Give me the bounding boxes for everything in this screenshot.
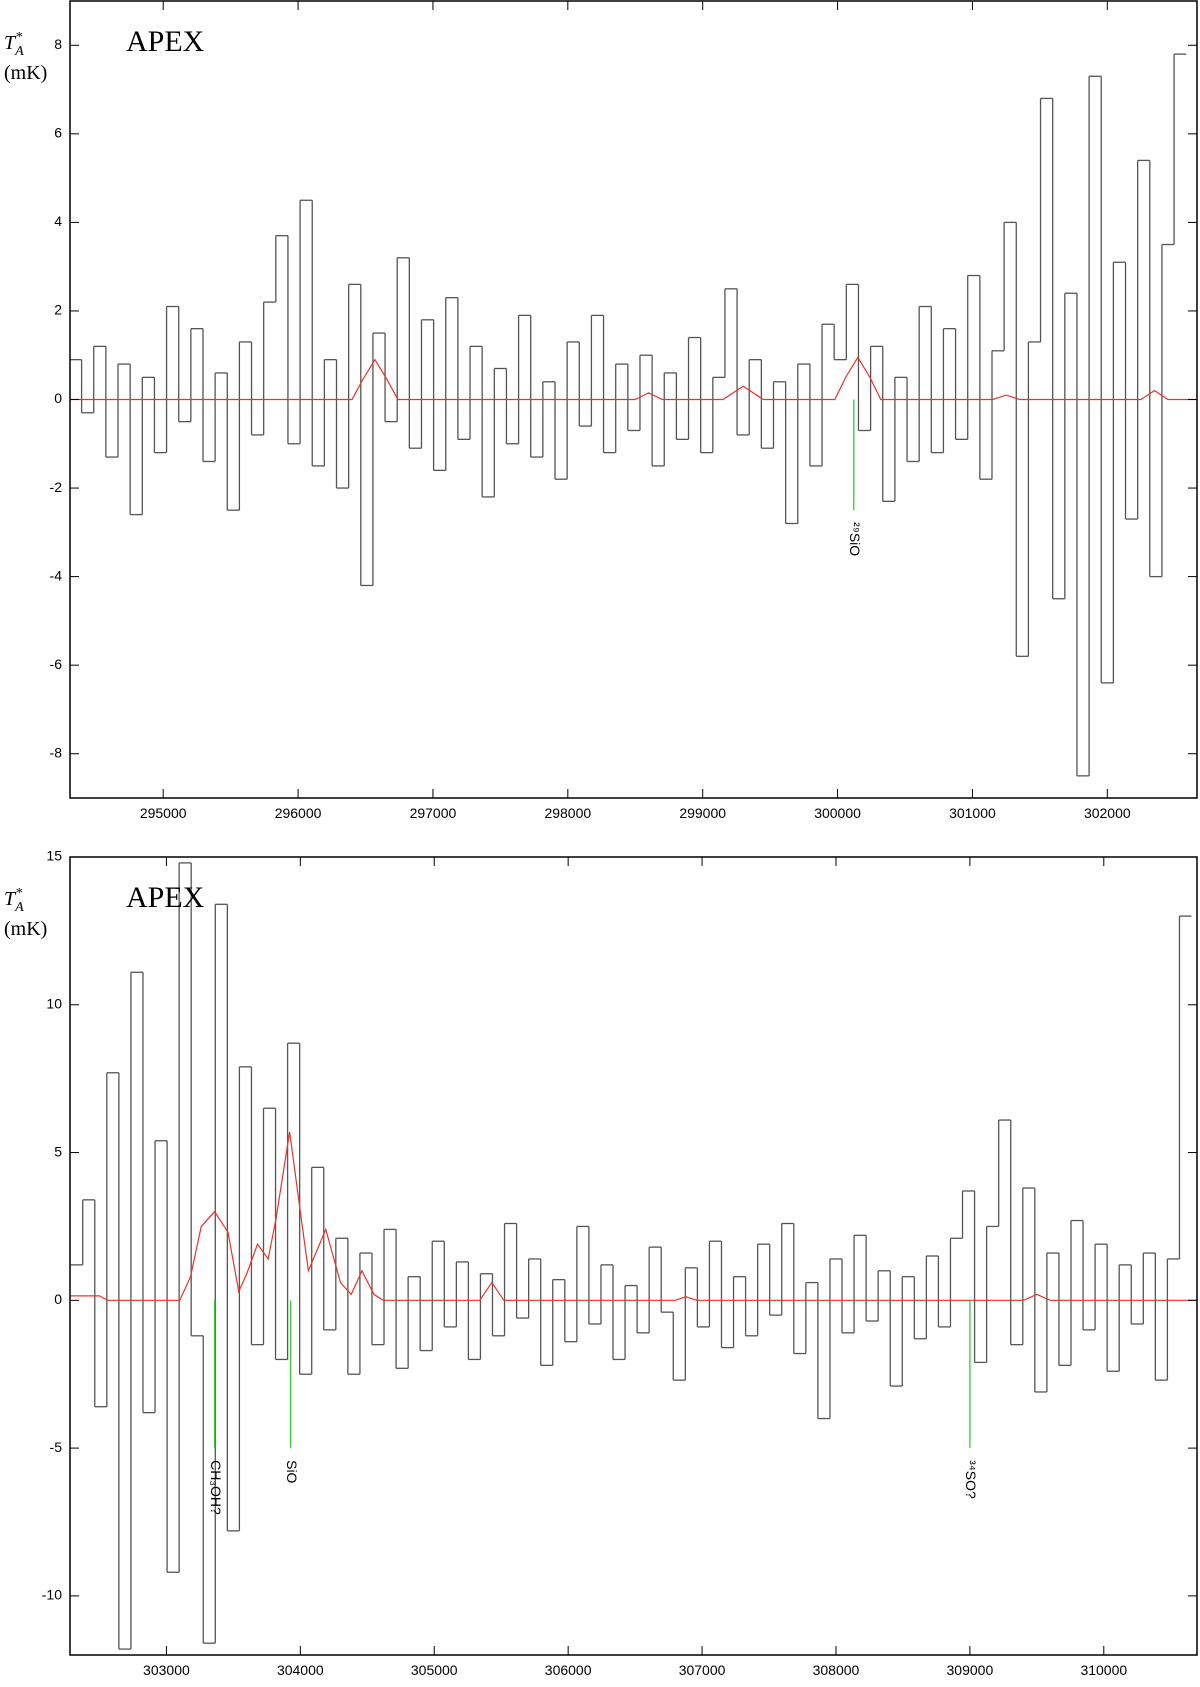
y-tick-label: -2 — [50, 479, 63, 495]
x-tick-label: 305000 — [411, 1662, 458, 1678]
line-label: CH₃OH? — [208, 1460, 224, 1515]
y-label-sub: A — [14, 900, 24, 915]
y-label-main: T — [4, 32, 17, 54]
panel: ²⁹SiO 295000 296000 297000 298000 299000 30000… — [4, 0, 1198, 821]
x-tick-label: 306000 — [545, 1662, 592, 1678]
line-label: ²⁹SiO — [847, 522, 863, 556]
plot-area — [70, 862, 1197, 1650]
x-tick-label: 295000 — [140, 805, 187, 821]
model-line — [70, 356, 1197, 401]
y-tick-label: 0 — [54, 1291, 62, 1307]
y-tick-label: -4 — [50, 567, 63, 583]
line-label: SiO — [284, 1460, 300, 1483]
y-tick-label: 10 — [46, 995, 62, 1011]
y-axis-unit: (mK) — [4, 62, 47, 84]
y-axis-label: T* A — [4, 30, 24, 59]
y-label-main: T — [4, 888, 17, 910]
x-tick-label: 310000 — [1080, 1662, 1127, 1678]
x-tick-label: 309000 — [947, 1662, 994, 1678]
x-tick-label: 301000 — [949, 805, 996, 821]
y-tick-label: 6 — [54, 125, 62, 141]
x-tick-label: 302000 — [1084, 805, 1131, 821]
plot-frame — [69, 856, 1198, 1656]
y-tick-label: -6 — [50, 656, 63, 672]
plot-area — [70, 53, 1197, 777]
y-tick-label: 0 — [54, 390, 62, 406]
x-tick-label: 303000 — [143, 1662, 190, 1678]
x-tick-label: 296000 — [275, 805, 322, 821]
y-label-sup: * — [15, 30, 22, 45]
x-tick-label: 304000 — [277, 1662, 324, 1678]
y-tick-label: 15 — [46, 848, 62, 864]
y-label-sub: A — [14, 44, 24, 59]
y-tick-label: 8 — [54, 36, 62, 52]
y-tick-label: 4 — [54, 213, 62, 229]
y-tick-label: -10 — [42, 1587, 62, 1603]
panel-title: APEX — [126, 25, 205, 58]
x-tick-label: 299000 — [679, 805, 726, 821]
model-line — [70, 1131, 1197, 1301]
y-tick-label: 2 — [54, 302, 62, 318]
y-tick-label: -5 — [50, 1439, 63, 1455]
x-tick-label: 298000 — [544, 805, 591, 821]
x-tick-label: 307000 — [679, 1662, 726, 1678]
panel-title: APEX — [126, 881, 205, 914]
x-tick-label: 308000 — [813, 1662, 860, 1678]
line-label: ³⁴SO? — [963, 1460, 979, 1499]
x-tick-label: 300000 — [814, 805, 861, 821]
y-axis-unit: (mK) — [4, 918, 47, 940]
y-axis-label: T* A — [4, 886, 24, 915]
panel: CH₃OH? SiO ³⁴SO? 303000 304000 305000 306000 30… — [4, 848, 1198, 1678]
y-tick-label: 5 — [54, 1143, 62, 1159]
x-tick-label: 297000 — [410, 805, 457, 821]
y-tick-label: -8 — [50, 744, 63, 760]
y-label-sup: * — [15, 886, 22, 901]
